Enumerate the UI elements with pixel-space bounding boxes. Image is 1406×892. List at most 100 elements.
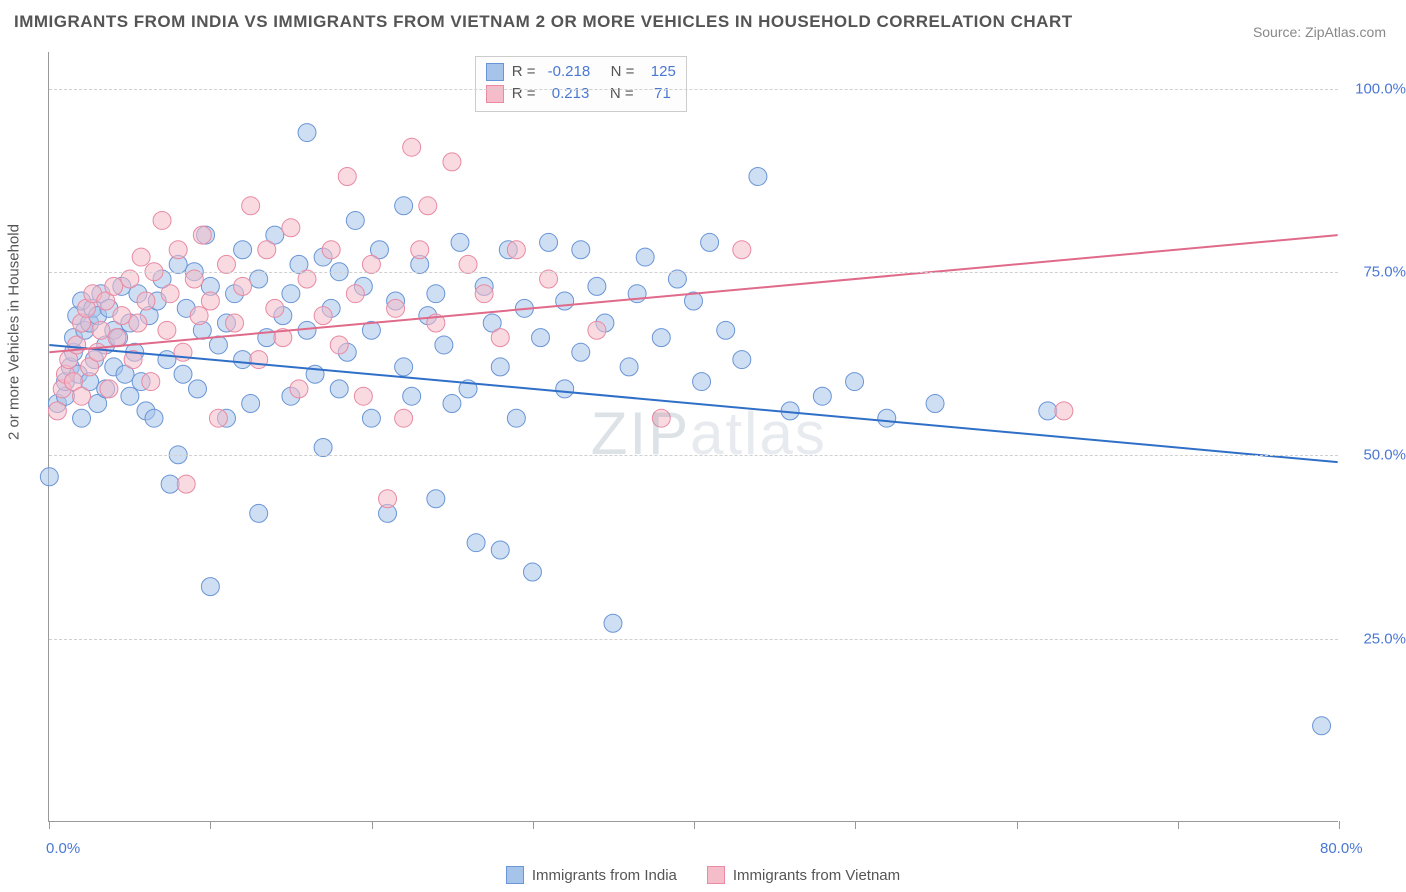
legend-r-label: R =: [512, 61, 540, 83]
data-point: [161, 475, 179, 493]
data-point: [556, 292, 574, 310]
legend-swatch-vietnam: [707, 866, 725, 884]
data-point: [158, 321, 176, 339]
legend-n-label: N =: [597, 83, 637, 105]
data-point: [1313, 717, 1331, 735]
data-point: [717, 321, 735, 339]
data-point: [314, 438, 332, 456]
data-point: [201, 292, 219, 310]
data-point: [89, 343, 107, 361]
legend-label-india: Immigrants from India: [532, 867, 677, 884]
y-axis-label: 2 or more Vehicles in Household: [6, 224, 23, 440]
data-point: [92, 321, 110, 339]
y-tick-label: 25.0%: [1346, 630, 1406, 647]
data-point: [523, 563, 541, 581]
data-point: [532, 329, 550, 347]
data-point: [491, 329, 509, 347]
plot-svg: [49, 52, 1338, 821]
data-point: [475, 285, 493, 303]
data-point: [290, 380, 308, 398]
data-point: [491, 358, 509, 376]
data-point: [209, 409, 227, 427]
data-point: [330, 380, 348, 398]
y-tick-label: 100.0%: [1346, 80, 1406, 97]
data-point: [137, 292, 155, 310]
data-point: [226, 314, 244, 332]
data-point: [395, 358, 413, 376]
data-point: [693, 373, 711, 391]
data-point: [588, 277, 606, 295]
data-point: [177, 475, 195, 493]
data-point: [338, 168, 356, 186]
legend-r-value: 0.213: [548, 83, 590, 105]
data-point: [145, 409, 163, 427]
data-point: [395, 197, 413, 215]
data-point: [250, 504, 268, 522]
data-point: [813, 387, 831, 405]
data-point: [733, 351, 751, 369]
data-point: [346, 285, 364, 303]
data-point: [242, 395, 260, 413]
data-point: [169, 241, 187, 259]
data-point: [330, 336, 348, 354]
data-point: [73, 387, 91, 405]
data-point: [73, 409, 91, 427]
data-point: [379, 490, 397, 508]
x-tick-label-max: 80.0%: [1320, 840, 1363, 857]
data-point: [113, 307, 131, 325]
data-point: [846, 373, 864, 391]
data-point: [174, 365, 192, 383]
data-point: [314, 307, 332, 325]
data-point: [190, 307, 208, 325]
data-point: [142, 373, 160, 391]
chart-title: IMMIGRANTS FROM INDIA VS IMMIGRANTS FROM…: [14, 12, 1073, 32]
data-point: [346, 211, 364, 229]
series-legend: Immigrants from India Immigrants from Vi…: [0, 866, 1406, 884]
source-label: Source: ZipAtlas.com: [1253, 24, 1386, 40]
data-point: [395, 409, 413, 427]
data-point: [556, 380, 574, 398]
data-point: [419, 197, 437, 215]
legend-item-india: Immigrants from India: [506, 866, 677, 884]
data-point: [282, 219, 300, 237]
data-point: [604, 614, 622, 632]
data-point: [403, 387, 421, 405]
data-point: [354, 387, 372, 405]
data-point: [588, 321, 606, 339]
data-point: [459, 255, 477, 273]
data-point: [427, 285, 445, 303]
data-point: [411, 241, 429, 259]
data-point: [540, 233, 558, 251]
data-point: [878, 409, 896, 427]
legend-stats-row: R = 0.213 N = 71: [486, 83, 676, 105]
data-point: [250, 351, 268, 369]
data-point: [749, 168, 767, 186]
data-point: [282, 285, 300, 303]
legend-swatch: [486, 63, 504, 81]
data-point: [132, 248, 150, 266]
data-point: [572, 343, 590, 361]
x-tick-label-min: 0.0%: [46, 840, 80, 857]
legend-item-vietnam: Immigrants from Vietnam: [707, 866, 900, 884]
legend-n-value: 71: [646, 83, 671, 105]
data-point: [100, 380, 118, 398]
data-point: [258, 241, 276, 259]
legend-r-value: -0.218: [548, 61, 591, 83]
data-point: [362, 255, 380, 273]
data-point: [652, 329, 670, 347]
data-point: [298, 124, 316, 142]
y-tick-label: 75.0%: [1346, 264, 1406, 281]
data-point: [242, 197, 260, 215]
data-point: [108, 329, 126, 347]
data-point: [153, 211, 171, 229]
data-point: [451, 233, 469, 251]
data-point: [467, 534, 485, 552]
legend-r-label: R =: [512, 83, 540, 105]
legend-label-vietnam: Immigrants from Vietnam: [733, 867, 900, 884]
data-point: [121, 387, 139, 405]
data-point: [507, 409, 525, 427]
data-point: [40, 468, 58, 486]
data-point: [427, 490, 445, 508]
data-point: [572, 241, 590, 259]
data-point: [507, 241, 525, 259]
